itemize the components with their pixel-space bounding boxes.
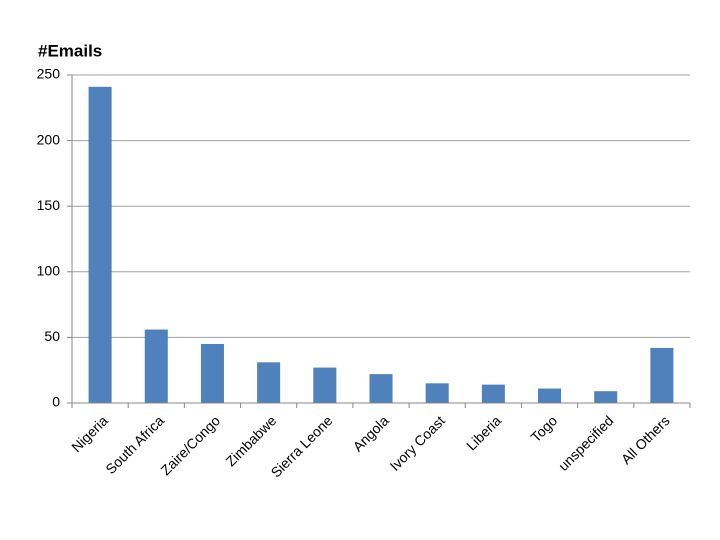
x-tick-label: Togo bbox=[528, 412, 561, 445]
bar bbox=[144, 329, 168, 403]
bar bbox=[257, 362, 281, 403]
y-tick-label: 200 bbox=[37, 131, 61, 147]
x-tick-label: unspecified bbox=[555, 412, 616, 473]
bar bbox=[88, 86, 112, 404]
bar bbox=[425, 383, 449, 403]
x-tick-label: Liberia bbox=[463, 412, 504, 453]
y-tick-label: 250 bbox=[37, 66, 61, 82]
bar bbox=[369, 374, 393, 403]
bar bbox=[538, 388, 562, 403]
x-tick-label: Zimbabwe bbox=[222, 412, 279, 469]
x-tick-label: Ivory Coast bbox=[387, 412, 448, 473]
y-tick-label: 100 bbox=[37, 263, 61, 279]
y-tick-label: 0 bbox=[52, 394, 60, 410]
x-tick-label: Nigeria bbox=[68, 412, 111, 455]
y-tick-label: 150 bbox=[37, 197, 61, 213]
x-tick-label: All Others bbox=[618, 412, 673, 467]
bar bbox=[650, 347, 674, 403]
y-tick-label: 50 bbox=[44, 328, 60, 344]
bar bbox=[200, 343, 224, 403]
bar bbox=[594, 391, 618, 403]
x-tick-label: Zaire/Congo bbox=[157, 412, 223, 478]
x-tick-label: Angola bbox=[350, 412, 392, 454]
bar bbox=[481, 384, 505, 403]
bar bbox=[313, 367, 337, 403]
chart-title: #Emails bbox=[38, 41, 102, 60]
